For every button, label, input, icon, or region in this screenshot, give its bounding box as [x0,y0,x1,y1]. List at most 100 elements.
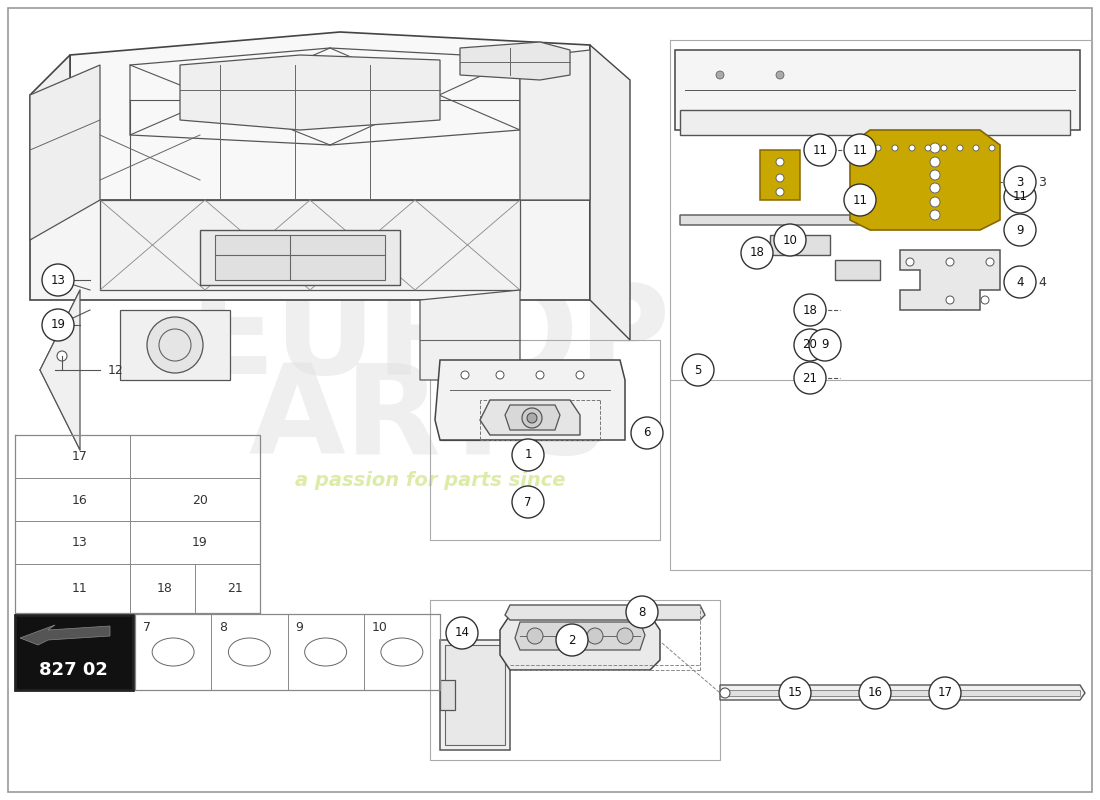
Text: 9: 9 [296,621,304,634]
Text: 19: 19 [51,318,66,331]
Text: 11: 11 [1012,190,1027,203]
Circle shape [556,624,588,656]
Circle shape [716,71,724,79]
Circle shape [776,71,784,79]
Circle shape [512,486,544,518]
Polygon shape [100,200,520,290]
Circle shape [930,170,940,180]
Polygon shape [446,645,505,745]
Circle shape [776,174,784,182]
Text: 13: 13 [51,274,65,286]
Circle shape [906,258,914,266]
Text: a passion for parts since: a passion for parts since [295,470,565,490]
Polygon shape [680,110,1070,135]
Circle shape [794,362,826,394]
Polygon shape [30,55,70,240]
Circle shape [930,197,940,207]
Circle shape [779,677,811,709]
Text: ARTS: ARTS [249,359,612,481]
Text: 4: 4 [1038,275,1046,289]
Polygon shape [680,215,865,225]
Circle shape [446,617,478,649]
Polygon shape [180,55,440,130]
Text: 16: 16 [868,686,882,699]
Text: 19: 19 [192,537,208,550]
Circle shape [930,183,940,193]
Circle shape [682,354,714,386]
Circle shape [974,145,979,151]
Text: 11: 11 [852,194,868,206]
Circle shape [874,145,881,151]
Circle shape [776,158,784,166]
Circle shape [1004,181,1036,213]
Circle shape [981,296,989,304]
Text: 8: 8 [219,621,228,634]
Text: 20: 20 [803,338,817,351]
Circle shape [946,296,954,304]
Circle shape [1004,166,1036,198]
Circle shape [804,134,836,166]
Circle shape [631,417,663,449]
Polygon shape [460,42,570,80]
Circle shape [57,351,67,361]
Text: 827 02: 827 02 [39,661,108,679]
Text: 12: 12 [108,363,123,377]
Polygon shape [835,260,880,280]
Polygon shape [720,685,1085,700]
Text: 17: 17 [937,686,953,699]
Text: 8: 8 [638,606,646,618]
Polygon shape [200,230,400,285]
Text: 9: 9 [1016,223,1024,237]
Circle shape [774,224,806,256]
Circle shape [930,677,961,709]
Polygon shape [720,690,1080,696]
Text: 18: 18 [157,582,173,595]
Circle shape [930,157,940,167]
Circle shape [862,212,878,228]
Circle shape [576,371,584,379]
Text: 15: 15 [788,686,802,699]
Text: 11: 11 [72,582,88,595]
Circle shape [957,145,962,151]
Polygon shape [440,370,600,440]
Polygon shape [420,290,520,380]
Polygon shape [450,378,590,432]
Circle shape [892,145,898,151]
Polygon shape [70,32,590,220]
Polygon shape [760,150,800,200]
Polygon shape [40,290,80,450]
Text: 10: 10 [372,621,387,634]
Text: 13: 13 [72,537,88,550]
Text: 11: 11 [813,143,827,157]
Polygon shape [440,680,455,710]
Polygon shape [440,640,510,750]
Circle shape [527,413,537,423]
Polygon shape [505,605,705,620]
Circle shape [844,184,876,216]
Circle shape [522,408,542,428]
Polygon shape [515,622,645,650]
Circle shape [42,309,74,341]
Circle shape [925,145,931,151]
Circle shape [741,237,773,269]
Circle shape [512,439,544,471]
Text: 7: 7 [143,621,151,634]
Circle shape [42,264,74,296]
Text: 11: 11 [852,143,868,157]
Polygon shape [500,615,660,670]
Text: 20: 20 [192,494,208,506]
Polygon shape [770,235,830,255]
Text: 2: 2 [569,634,575,646]
Polygon shape [30,200,590,300]
Text: 4: 4 [1016,275,1024,289]
Circle shape [720,688,730,698]
Polygon shape [675,50,1080,130]
Text: 7: 7 [525,495,531,509]
Circle shape [617,628,632,644]
Circle shape [986,258,994,266]
Polygon shape [480,400,580,435]
Circle shape [909,145,915,151]
Text: 21: 21 [803,371,817,385]
Polygon shape [590,45,630,340]
Circle shape [794,294,826,326]
